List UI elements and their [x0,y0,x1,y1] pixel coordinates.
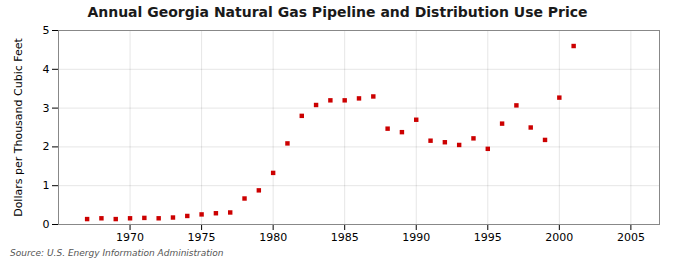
svg-text:1975: 1975 [188,231,216,244]
svg-text:5: 5 [43,24,50,37]
svg-text:Dollars per Thousand Cubic Fee: Dollars per Thousand Cubic Feet [12,37,25,216]
svg-text:1990: 1990 [402,231,430,244]
svg-text:2005: 2005 [617,231,645,244]
svg-text:1995: 1995 [474,231,502,244]
html-text:Annual Georgia Natural Gas Pip: Annual Georgia Natural Gas Pipeline and … [87,4,588,20]
svg-text:3: 3 [43,102,50,115]
svg-text:1980: 1980 [259,231,287,244]
html-text:Source: U.S. Energy Informatio: Source: U.S. Energy Information Administ… [10,248,224,258]
svg-text:0: 0 [43,218,50,231]
svg-text:1: 1 [43,179,50,192]
svg-text:4: 4 [43,63,50,76]
svg-text:1985: 1985 [331,231,359,244]
svg-text:2000: 2000 [545,231,573,244]
svg-text:1970: 1970 [116,231,144,244]
svg-text:2: 2 [43,140,50,153]
